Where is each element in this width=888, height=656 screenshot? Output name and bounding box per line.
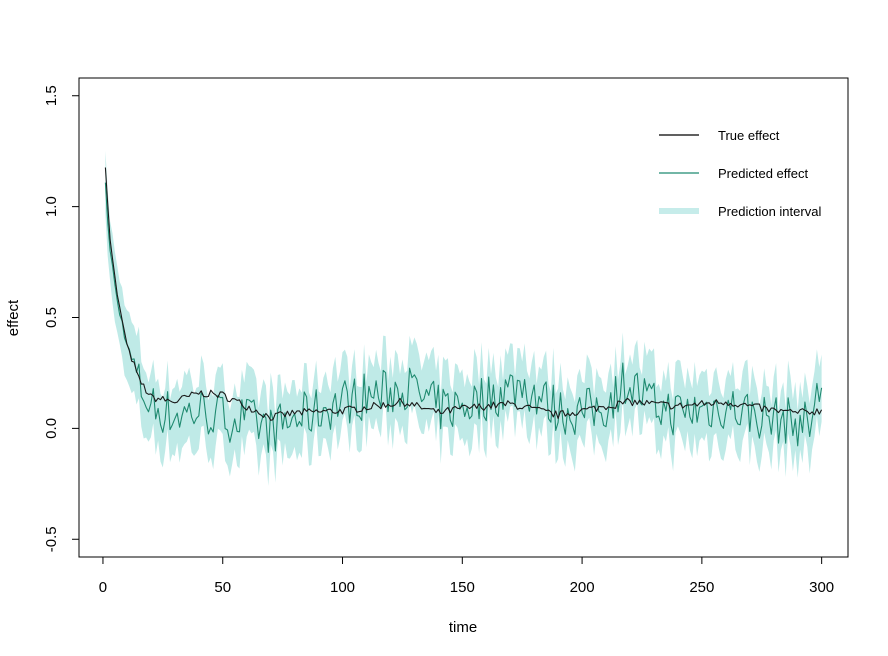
x-tick-label: 50 [214,579,231,596]
prediction-interval-layer [105,150,822,486]
x-axis: 0 50 100 150 200 250 300 [99,556,834,596]
y-tick-label: 0.0 [43,418,60,439]
y-tick-label: 0.5 [43,307,60,328]
y-tick-label: 1.5 [43,85,60,106]
x-axis-title: time [449,619,477,636]
x-tick-label: 0 [99,579,107,596]
legend-label: Predicted effect [718,166,808,181]
x-tick-label: 150 [450,579,475,596]
predicted-effect-line [104,182,823,453]
true-effect-line [104,167,823,421]
legend: True effect Predicted effect Prediction in… [659,128,821,219]
y-tick-label: 1.0 [43,196,60,217]
x-tick-label: 100 [330,579,355,596]
legend-label: True effect [718,128,780,143]
y-tick-label: -0.5 [43,526,60,552]
legend-label: Prediction interval [718,204,821,219]
x-tick-label: 300 [809,579,834,596]
x-tick-label: 250 [689,579,714,596]
y-axis-title: effect [5,299,22,336]
prediction-interval-band [105,150,822,486]
plot-frame [78,77,849,558]
series-lines-layer [104,167,823,453]
y-axis: -0.5 0.0 0.5 1.0 1.5 [43,85,80,552]
x-tick-label: 200 [570,579,595,596]
